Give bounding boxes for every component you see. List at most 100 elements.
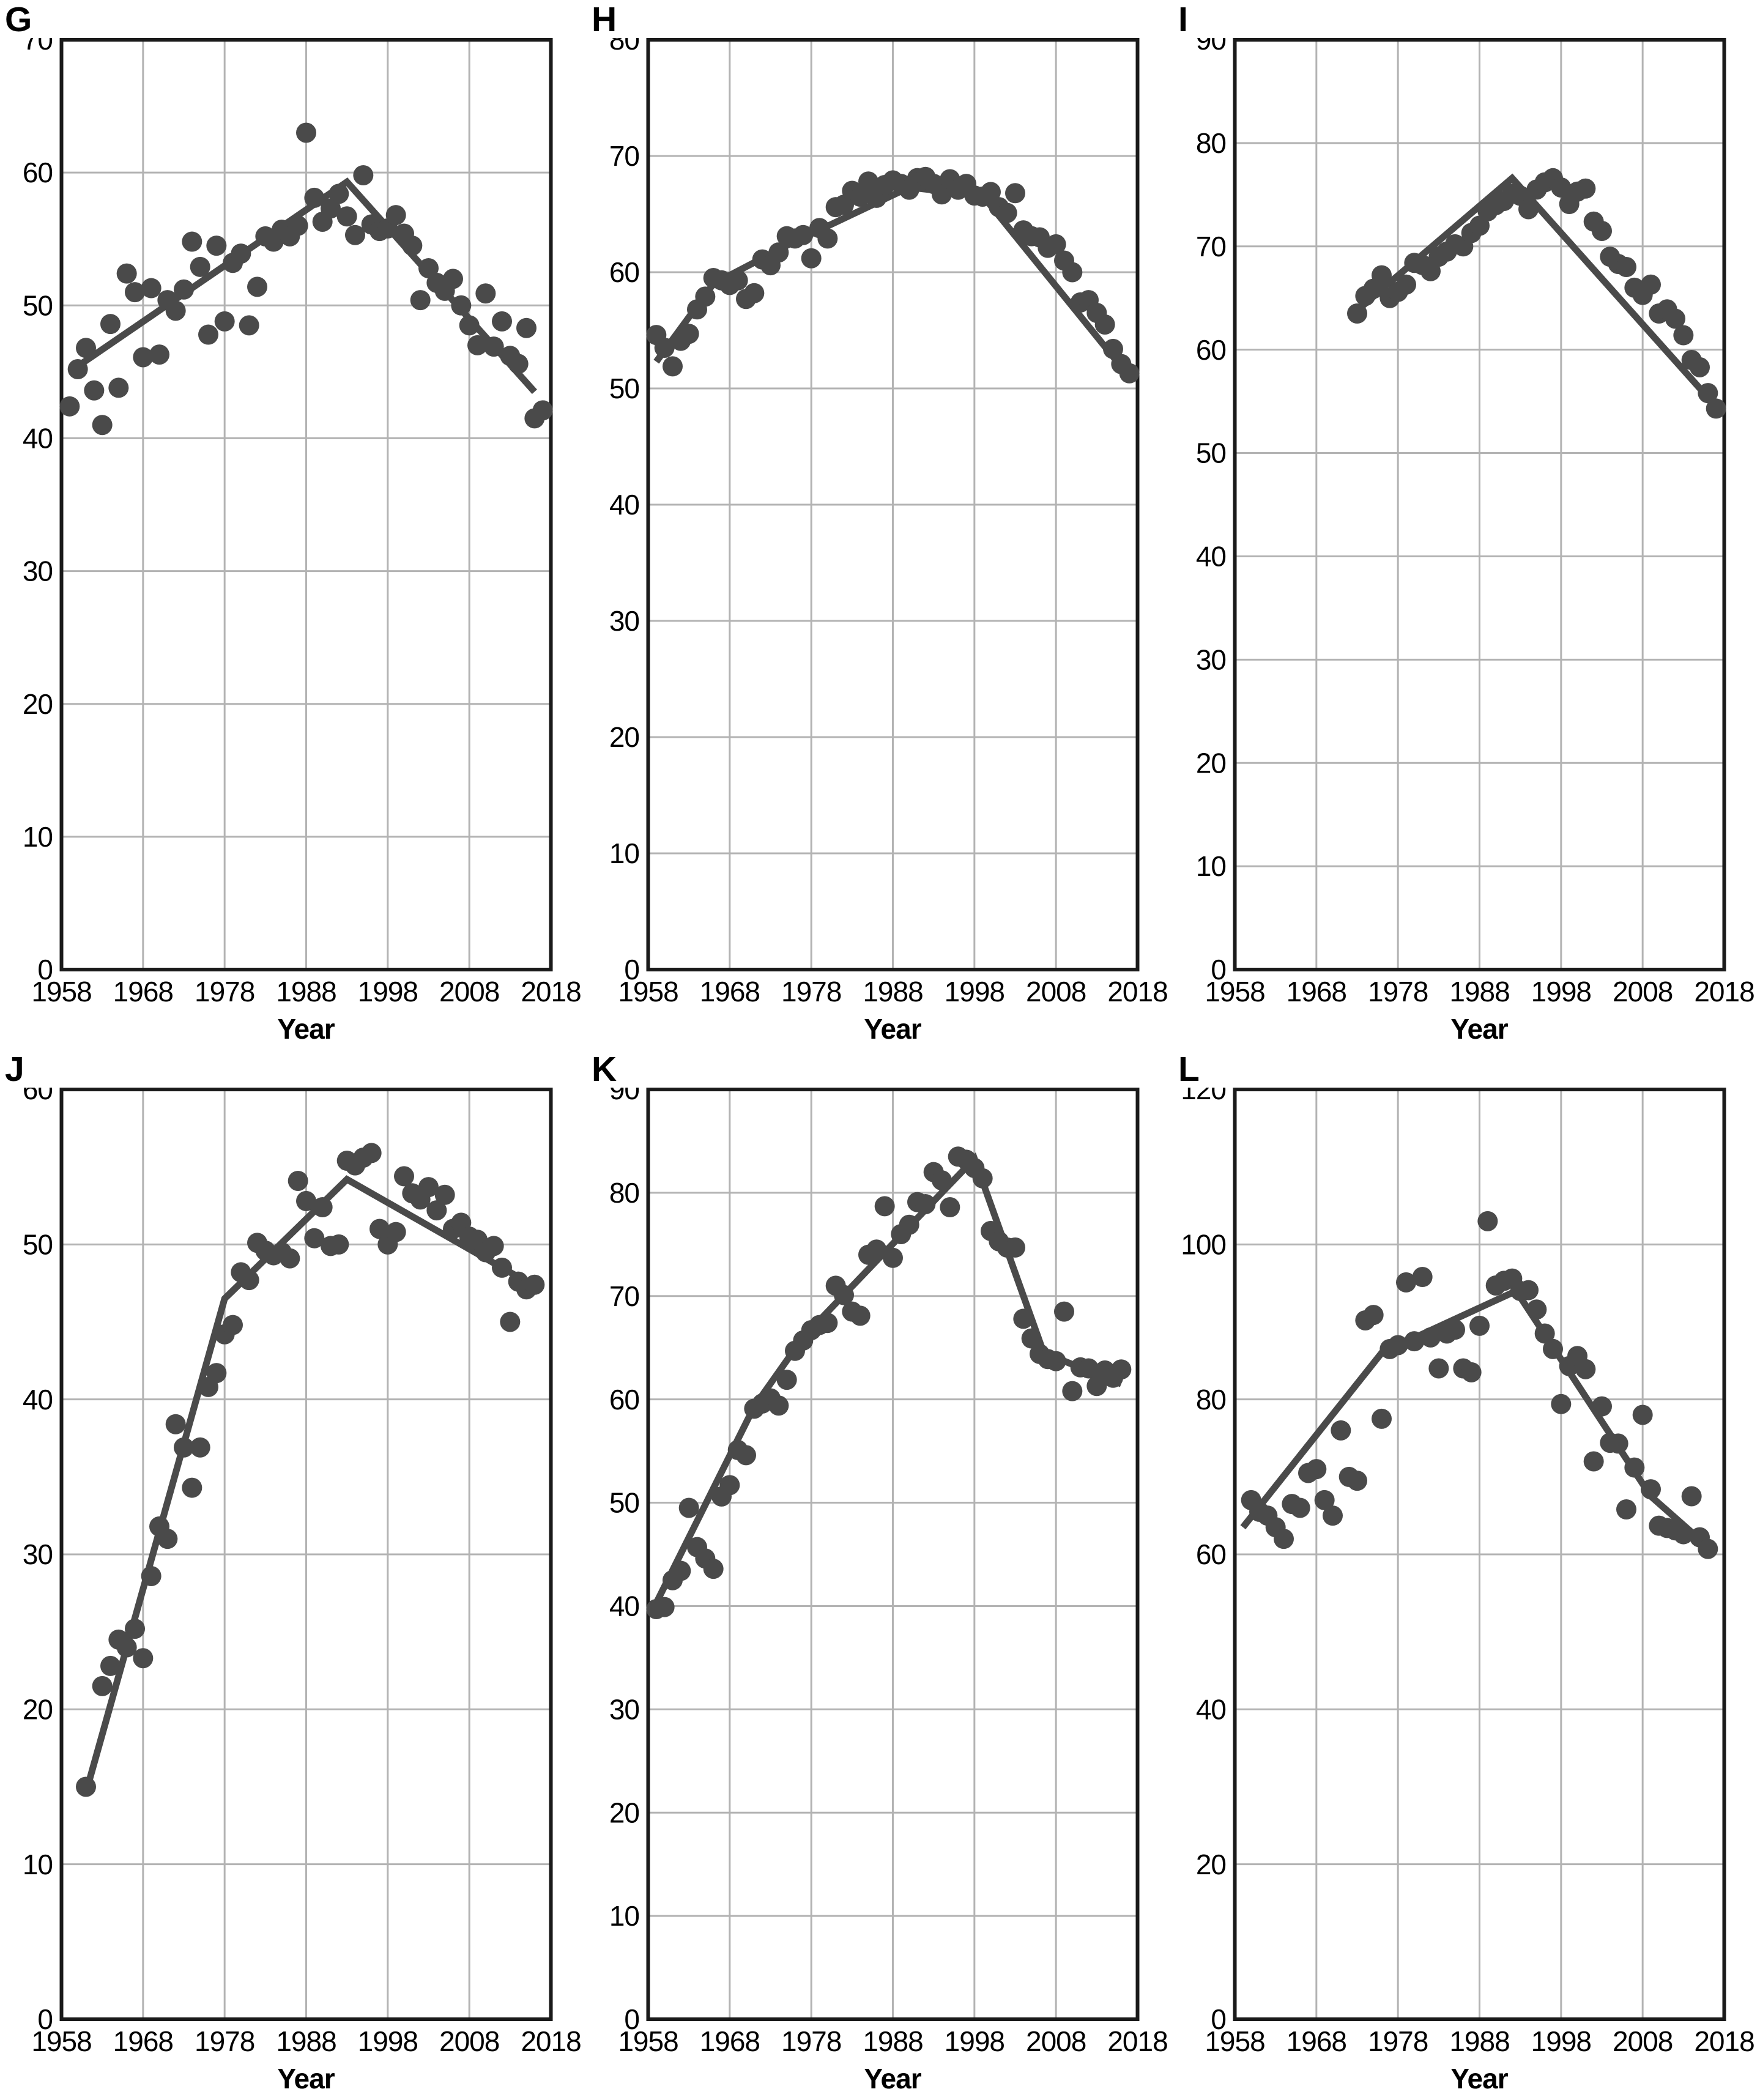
y-tick-label: 0	[37, 2003, 53, 2035]
scatter-point	[801, 248, 822, 269]
scatter-point	[1306, 1459, 1327, 1480]
scatter-point	[312, 1197, 333, 1218]
y-tick-label: 40	[609, 489, 639, 521]
scatter-point	[223, 1315, 243, 1335]
x-tick-label: 1958	[31, 2025, 91, 2057]
scatter-point	[76, 338, 96, 358]
scatter-point	[434, 1184, 455, 1205]
scatter-point	[475, 283, 496, 304]
x-tick-label: 1988	[276, 976, 336, 1007]
scatter-point	[84, 380, 105, 401]
scatter-point	[483, 1236, 504, 1256]
scatter-point	[1347, 303, 1367, 324]
scatter-point	[1111, 1359, 1132, 1380]
y-tick-label: 80	[609, 38, 639, 56]
scatter-point	[165, 300, 186, 321]
x-axis-title: Year	[1450, 1013, 1508, 1045]
scatter-point	[116, 263, 137, 284]
scatter-point	[1404, 1331, 1425, 1352]
scatter-point	[402, 236, 423, 256]
panel-K: K 0 10 20 30 40 50 60 70 80 90 1958 1968 1978 1988 199…	[587, 1050, 1173, 2100]
trend-line	[85, 1175, 537, 1785]
x-tick-label: 1958	[618, 976, 678, 1007]
scatter-point	[182, 231, 202, 252]
scatter-point	[125, 1619, 145, 1639]
panel-G: G 0 10 20 30 40 50 60 70 1958 1968 1978 1988 1998 200…	[0, 0, 587, 1050]
panel-letter-I: I	[1178, 0, 1188, 39]
y-tick-label: 50	[609, 1487, 639, 1519]
scatter-point	[133, 347, 154, 368]
scatter-point	[100, 1655, 121, 1676]
scatter-point	[206, 1363, 227, 1384]
scatter-point	[190, 256, 210, 277]
y-tick-label: 30	[1196, 644, 1226, 675]
x-tick-label: 1988	[276, 2025, 336, 2057]
y-tick-label: 10	[23, 1849, 53, 1880]
scatter-point	[296, 122, 316, 143]
x-tick-label: 2008	[439, 2025, 499, 2057]
scatter-point	[1673, 325, 1694, 346]
scatter-point	[133, 1648, 154, 1669]
scatter-point	[1372, 1408, 1392, 1429]
panel-letter-K: K	[592, 1050, 617, 1089]
scatter-point	[850, 187, 871, 207]
scatter-point	[198, 324, 218, 345]
scatter-point	[394, 1166, 414, 1187]
y-tick-label: 70	[609, 140, 639, 172]
y-tick-label: 20	[23, 688, 53, 720]
scatter-point	[125, 282, 145, 303]
plot-border	[59, 38, 553, 971]
chart-canvas-G: 0 10 20 30 40 50 60 70 1958 1968 1978 1988 1998 2008 2…	[23, 38, 582, 1007]
scatter-point	[1079, 1358, 1099, 1379]
panel-letter-J: J	[5, 1050, 24, 1089]
scatter-point	[703, 1559, 724, 1579]
scatter-point	[174, 1437, 194, 1458]
scatter-point	[157, 1529, 178, 1549]
scatter-point	[1706, 398, 1726, 419]
scatter-point	[182, 1477, 202, 1498]
scatter-point	[874, 1196, 895, 1217]
scatter-point	[1575, 1359, 1596, 1379]
scatter-point	[1119, 363, 1140, 384]
scatter-point	[1420, 1327, 1441, 1348]
scatter-point	[336, 206, 357, 227]
chart-canvas-J: 0 10 20 30 40 50 60 1958 1968 1978 1988 1998 2008 201…	[23, 1088, 582, 2057]
scatter-point	[663, 356, 683, 377]
y-tick-label: 30	[609, 1693, 639, 1725]
scatter-point	[1632, 1404, 1653, 1425]
chart-canvas-L: 0 20 40 60 80 100 120 1958 1968 1978 1988 1998 2008 2…	[1181, 1088, 1755, 2057]
scatter-point	[1681, 1486, 1702, 1507]
scatter-point	[678, 1497, 699, 1518]
y-tick-label: 0	[624, 954, 639, 985]
x-tick-label: 1988	[863, 976, 923, 1007]
scatter-point	[834, 1285, 854, 1305]
y-tick-label: 60	[609, 1384, 639, 1415]
scatter-point	[500, 1312, 521, 1332]
scatter-point	[1583, 1451, 1604, 1472]
scatter-point	[206, 236, 227, 256]
scatter-point	[116, 1637, 137, 1658]
scatter-point	[1543, 1338, 1563, 1359]
x-tick-label: 1978	[781, 2025, 841, 2057]
panel-letter-G: G	[5, 0, 32, 39]
scatter-point	[369, 1219, 390, 1239]
panel-H: H 0 10 20 30 40 50 60 70 80 1958 1968 1978 1988 1998 2…	[587, 0, 1173, 1050]
scatter-point	[1021, 1328, 1042, 1349]
scatter-point	[1347, 1471, 1367, 1491]
y-tick-label: 40	[609, 1590, 639, 1622]
scatter-point	[304, 1228, 325, 1248]
y-tick-label: 30	[23, 1538, 53, 1570]
scatter-point	[329, 184, 349, 204]
scatter-point	[932, 1170, 952, 1191]
x-tick-label: 1978	[1368, 2025, 1428, 2057]
plot-border	[646, 38, 1140, 971]
scatter-point	[1363, 1305, 1384, 1326]
x-tick-label: 1998	[1531, 976, 1591, 1007]
x-tick-label: 1998	[358, 2025, 418, 2057]
scatter-point	[483, 336, 504, 357]
y-tick-label: 50	[23, 289, 53, 321]
scatter-point	[524, 1274, 545, 1295]
x-tick-label: 1978	[1368, 976, 1428, 1007]
y-tick-label: 10	[609, 1900, 639, 1932]
y-tick-label: 10	[23, 821, 53, 853]
